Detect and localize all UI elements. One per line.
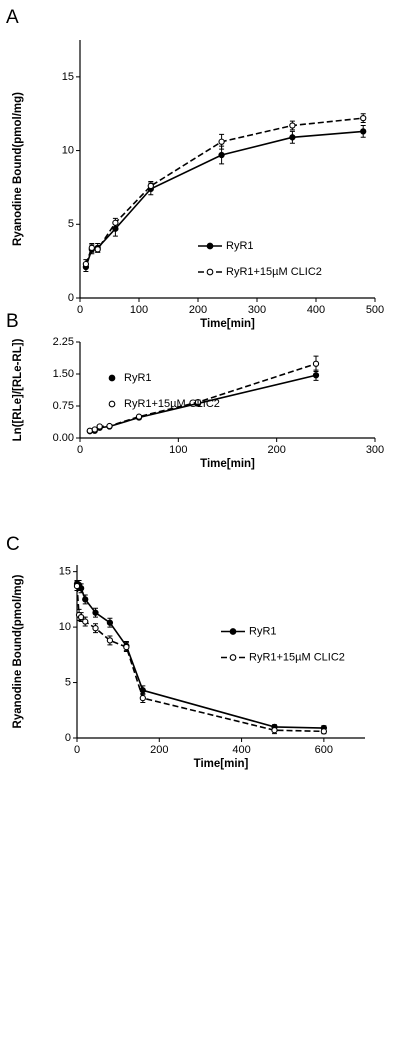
x-tick-label: 500 (366, 304, 384, 316)
point (96, 423, 103, 430)
y-tick-label: 10 (62, 144, 74, 156)
legend-marker (206, 268, 214, 276)
y-tick-label: 2.25 (53, 336, 74, 348)
panel-label: B (6, 311, 19, 332)
point (312, 360, 320, 367)
point (91, 426, 98, 433)
y-tick-label: 1.50 (53, 368, 74, 380)
point (106, 637, 114, 644)
point (360, 114, 367, 122)
point (320, 728, 328, 735)
point (289, 134, 296, 141)
x-tick-label: 400 (232, 744, 250, 756)
legend-label: RyR1+15µM CLIC2 (226, 266, 322, 278)
legend-marker (108, 400, 116, 408)
point (82, 260, 90, 268)
point (92, 625, 99, 632)
x-tick-label: 0 (74, 744, 80, 756)
point (147, 182, 154, 190)
y-axis-label: Ln([RLe]/[RLe-RL]) (12, 338, 24, 441)
panel-label: A (6, 7, 19, 28)
point (106, 422, 113, 430)
y-tick-label: 0 (65, 732, 71, 744)
point (289, 122, 296, 129)
x-tick-label: 200 (150, 744, 168, 756)
x-tick-label: 200 (189, 304, 207, 316)
point (194, 399, 202, 406)
point (271, 727, 278, 734)
legend-label: RyR1 (124, 372, 152, 384)
point (112, 219, 119, 226)
legend-marker (206, 242, 214, 250)
y-tick-label: 15 (59, 566, 71, 578)
y-axis-label: Ryanodine Bound(pmol/mg) (12, 92, 24, 246)
y-tick-label: 0.00 (53, 432, 74, 444)
y-tick-label: 5 (65, 676, 71, 688)
x-tick-label: 600 (315, 744, 333, 756)
y-tick-label: 0.75 (53, 400, 74, 412)
x-tick-label: 0 (77, 304, 83, 316)
point (139, 694, 146, 702)
legend-marker (229, 628, 237, 635)
point (106, 619, 114, 626)
x-tick-label: 100 (130, 304, 148, 316)
point (82, 618, 89, 625)
y-tick-label: 0 (68, 292, 74, 304)
point (218, 138, 225, 145)
point (135, 413, 143, 420)
x-tick-label: 200 (267, 444, 285, 456)
x-axis-label: Time[min] (200, 318, 255, 330)
point (312, 372, 320, 379)
point (94, 246, 101, 253)
point (82, 596, 89, 603)
legend-label: RyR1 (249, 625, 277, 637)
panel-label: C (6, 534, 20, 555)
y-tick-label: 10 (59, 621, 71, 633)
y-axis-label: Ryanodine Bound(pmol/mg) (12, 574, 24, 728)
point (139, 687, 146, 694)
y-tick-label: 15 (62, 71, 74, 83)
point (73, 582, 81, 590)
legend-label: RyR1+15µM CLIC2 (249, 651, 345, 663)
x-tick-label: 100 (169, 444, 187, 456)
point (123, 643, 130, 651)
x-tick-label: 300 (248, 304, 266, 316)
x-axis-label: Time[min] (194, 758, 249, 770)
y-tick-label: 5 (68, 218, 74, 230)
x-tick-label: 300 (366, 444, 384, 456)
x-axis-label: Time[min] (200, 458, 255, 470)
x-tick-label: 0 (77, 444, 83, 456)
point (218, 151, 225, 159)
legend-label: RyR1 (226, 240, 254, 252)
x-tick-label: 400 (307, 304, 325, 316)
point (88, 244, 95, 252)
point (360, 128, 367, 135)
legend-label: RyR1+15µM CLIC2 (124, 398, 220, 410)
legend-marker (229, 654, 237, 661)
point (92, 609, 99, 616)
series-line (85, 130, 364, 268)
legend-marker (108, 374, 116, 382)
series-line (85, 117, 364, 265)
